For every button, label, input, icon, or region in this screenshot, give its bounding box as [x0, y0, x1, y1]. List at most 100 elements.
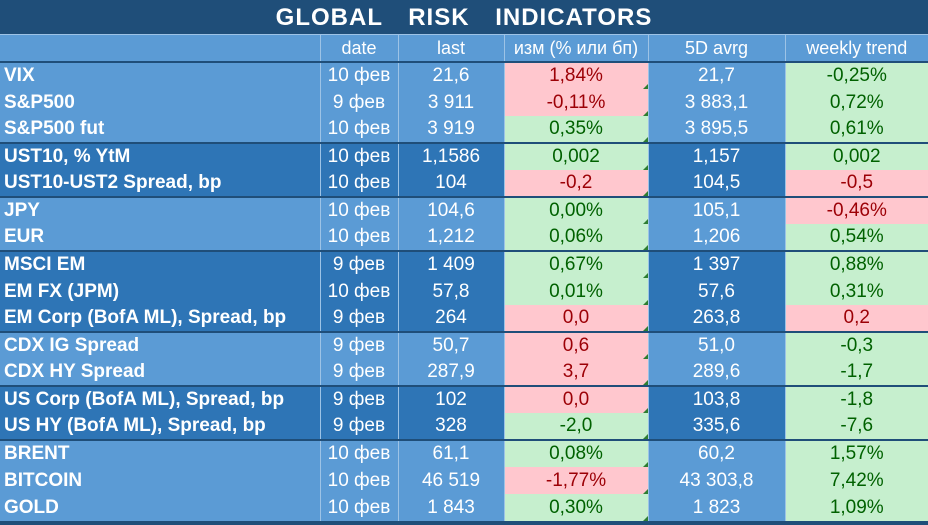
last-value-cell[interactable]: 1,212: [398, 224, 505, 251]
last-value-cell[interactable]: 1 409: [398, 250, 505, 278]
weekly-trend-cell[interactable]: 0,88%: [785, 250, 928, 278]
table-row[interactable]: US Corp (BofA ML), Spread, bp 9 фев 102 0,0…: [0, 385, 928, 413]
weekly-trend-cell[interactable]: 7,42%: [785, 467, 928, 494]
date-cell[interactable]: 10 фев: [320, 278, 399, 305]
date-cell[interactable]: 10 фев: [320, 170, 399, 197]
last-value-cell[interactable]: 102: [398, 385, 505, 413]
table-row[interactable]: BRENT 10 фев 61,1 0,08% 60,2 1,57%: [0, 439, 928, 467]
weekly-trend-cell[interactable]: -1,8: [785, 385, 928, 413]
indicator-name-cell[interactable]: VIX: [0, 61, 321, 89]
average-5d-cell[interactable]: 335,6: [648, 413, 786, 440]
indicator-name-cell[interactable]: MSCI EM: [0, 250, 321, 278]
table-row[interactable]: CDX HY Spread 9 фев 287,9 3,7 289,6 -1,7: [0, 359, 928, 386]
date-cell[interactable]: 9 фев: [320, 359, 399, 386]
indicator-name-cell[interactable]: UST10, % YtM: [0, 142, 321, 170]
last-value-cell[interactable]: 104,6: [398, 196, 505, 224]
weekly-trend-cell[interactable]: -0,3: [785, 331, 928, 359]
table-row[interactable]: GOLD 10 фев 1 843 0,30% 1 823 1,09%: [0, 494, 928, 521]
change-cell[interactable]: 0,6: [504, 331, 649, 359]
average-5d-cell[interactable]: 3 883,1: [648, 89, 786, 116]
indicator-name-cell[interactable]: JPY: [0, 196, 321, 224]
date-cell[interactable]: 9 фев: [320, 250, 399, 278]
average-5d-cell[interactable]: 3 895,5: [648, 116, 786, 143]
date-cell[interactable]: 10 фев: [320, 467, 399, 494]
table-row[interactable]: EM Corp (BofA ML), Spread, bp 9 фев 264 0,0…: [0, 305, 928, 332]
table-row[interactable]: EUR 10 фев 1,212 0,06% 1,206 0,54%: [0, 224, 928, 251]
last-value-cell[interactable]: 50,7: [398, 331, 505, 359]
last-value-cell[interactable]: 264: [398, 305, 505, 332]
date-cell[interactable]: 10 фев: [320, 61, 399, 89]
average-5d-cell[interactable]: 21,7: [648, 61, 786, 89]
last-value-cell[interactable]: 61,1: [398, 439, 505, 467]
average-5d-cell[interactable]: 57,6: [648, 278, 786, 305]
table-row[interactable]: EM FX (JPM) 10 фев 57,8 0,01% 57,6 0,31%: [0, 278, 928, 305]
last-value-cell[interactable]: 328: [398, 413, 505, 440]
change-cell[interactable]: 0,30%: [504, 494, 649, 521]
indicator-name-cell[interactable]: US HY (BofA ML), Spread, bp: [0, 413, 321, 440]
change-cell[interactable]: 0,67%: [504, 250, 649, 278]
last-value-cell[interactable]: 46 519: [398, 467, 505, 494]
weekly-trend-cell[interactable]: -0,25%: [785, 61, 928, 89]
date-cell[interactable]: 10 фев: [320, 142, 399, 170]
average-5d-cell[interactable]: 1 823: [648, 494, 786, 521]
last-value-cell[interactable]: 57,8: [398, 278, 505, 305]
change-cell[interactable]: -0,2: [504, 170, 649, 197]
change-cell[interactable]: 0,08%: [504, 439, 649, 467]
average-5d-cell[interactable]: 1 397: [648, 250, 786, 278]
indicator-name-cell[interactable]: S&P500: [0, 89, 321, 116]
average-5d-cell[interactable]: 103,8: [648, 385, 786, 413]
date-cell[interactable]: 10 фев: [320, 196, 399, 224]
indicator-name-cell[interactable]: GOLD: [0, 494, 321, 521]
weekly-trend-cell[interactable]: 0,61%: [785, 116, 928, 143]
indicator-name-cell[interactable]: CDX IG Spread: [0, 331, 321, 359]
last-value-cell[interactable]: 1 843: [398, 494, 505, 521]
table-row[interactable]: MSCI EM 9 фев 1 409 0,67% 1 397 0,88%: [0, 250, 928, 278]
table-row[interactable]: BITCOIN 10 фев 46 519 -1,77% 43 303,8 7,42%: [0, 467, 928, 494]
change-cell[interactable]: 0,002: [504, 142, 649, 170]
indicator-name-cell[interactable]: EM Corp (BofA ML), Spread, bp: [0, 305, 321, 332]
date-cell[interactable]: 10 фев: [320, 224, 399, 251]
table-row[interactable]: US HY (BofA ML), Spread, bp 9 фев 328 -2,0 3…: [0, 413, 928, 440]
indicator-name-cell[interactable]: US Corp (BofA ML), Spread, bp: [0, 385, 321, 413]
weekly-trend-cell[interactable]: -0,5: [785, 170, 928, 197]
last-value-cell[interactable]: 3 911: [398, 89, 505, 116]
date-cell[interactable]: 10 фев: [320, 494, 399, 521]
table-row[interactable]: JPY 10 фев 104,6 0,00% 105,1 -0,46%: [0, 196, 928, 224]
average-5d-cell[interactable]: 1,157: [648, 142, 786, 170]
weekly-trend-cell[interactable]: 0,002: [785, 142, 928, 170]
weekly-trend-cell[interactable]: -0,46%: [785, 196, 928, 224]
table-row[interactable]: UST10, % YtM 10 фев 1,1586 0,002 1,157 0,002: [0, 142, 928, 170]
indicator-name-cell[interactable]: S&P500 fut: [0, 116, 321, 143]
weekly-trend-cell[interactable]: 1,57%: [785, 439, 928, 467]
change-cell[interactable]: 0,06%: [504, 224, 649, 251]
date-cell[interactable]: 9 фев: [320, 331, 399, 359]
date-cell[interactable]: 9 фев: [320, 305, 399, 332]
weekly-trend-cell[interactable]: 0,54%: [785, 224, 928, 251]
indicator-name-cell[interactable]: BRENT: [0, 439, 321, 467]
change-cell[interactable]: 1,84%: [504, 61, 649, 89]
average-5d-cell[interactable]: 104,5: [648, 170, 786, 197]
last-value-cell[interactable]: 287,9: [398, 359, 505, 386]
weekly-trend-cell[interactable]: -7,6: [785, 413, 928, 440]
indicator-name-cell[interactable]: EUR: [0, 224, 321, 251]
table-row[interactable]: CDX IG Spread 9 фев 50,7 0,6 51,0 -0,3: [0, 331, 928, 359]
indicator-name-cell[interactable]: CDX HY Spread: [0, 359, 321, 386]
date-cell[interactable]: 10 фев: [320, 439, 399, 467]
weekly-trend-cell[interactable]: 0,31%: [785, 278, 928, 305]
table-row[interactable]: VIX 10 фев 21,6 1,84% 21,7 -0,25%: [0, 61, 928, 89]
change-cell[interactable]: -0,11%: [504, 89, 649, 116]
indicator-name-cell[interactable]: EM FX (JPM): [0, 278, 321, 305]
date-cell[interactable]: 9 фев: [320, 89, 399, 116]
last-value-cell[interactable]: 1,1586: [398, 142, 505, 170]
weekly-trend-cell[interactable]: 0,2: [785, 305, 928, 332]
table-row[interactable]: S&P500 9 фев 3 911 -0,11% 3 883,1 0,72%: [0, 89, 928, 116]
average-5d-cell[interactable]: 43 303,8: [648, 467, 786, 494]
change-cell[interactable]: 0,01%: [504, 278, 649, 305]
table-row[interactable]: UST10-UST2 Spread, bp 10 фев 104 -0,2 104,5-…: [0, 170, 928, 197]
average-5d-cell[interactable]: 263,8: [648, 305, 786, 332]
average-5d-cell[interactable]: 60,2: [648, 439, 786, 467]
last-value-cell[interactable]: 21,6: [398, 61, 505, 89]
average-5d-cell[interactable]: 289,6: [648, 359, 786, 386]
table-row[interactable]: S&P500 fut 10 фев 3 919 0,35% 3 895,5 0,61%: [0, 116, 928, 143]
change-cell[interactable]: -2,0: [504, 413, 649, 440]
